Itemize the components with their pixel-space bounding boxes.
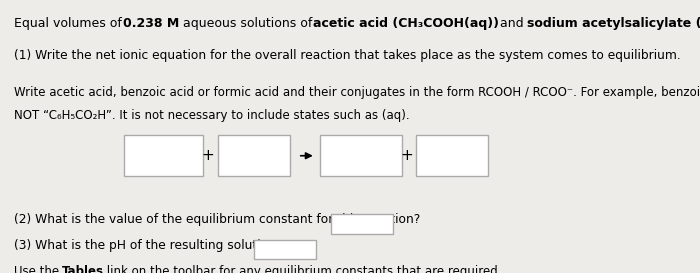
- Text: Equal volumes of: Equal volumes of: [14, 17, 126, 30]
- Text: Write acetic acid, benzoic acid or formic acid and their conjugates in the form : Write acetic acid, benzoic acid or formi…: [14, 86, 700, 99]
- Text: sodium acetylsalicylate (NaC₉H₇O₄): sodium acetylsalicylate (NaC₉H₇O₄): [526, 17, 700, 30]
- FancyBboxPatch shape: [124, 135, 202, 176]
- FancyBboxPatch shape: [416, 135, 488, 176]
- Text: link on the toolbar for any equilibrium constants that are required.: link on the toolbar for any equilibrium …: [103, 265, 501, 273]
- FancyBboxPatch shape: [218, 135, 290, 176]
- Text: 0.238 M: 0.238 M: [123, 17, 180, 30]
- Text: +: +: [400, 148, 412, 163]
- Text: aqueous solutions of: aqueous solutions of: [178, 17, 316, 30]
- FancyBboxPatch shape: [254, 240, 316, 259]
- FancyBboxPatch shape: [320, 135, 402, 176]
- Text: (2) What is the value of the equilibrium constant for this reaction?: (2) What is the value of the equilibrium…: [14, 213, 420, 226]
- Text: Tables: Tables: [62, 265, 104, 273]
- Text: (3) What is the pH of the resulting solution?: (3) What is the pH of the resulting solu…: [14, 239, 282, 252]
- Text: NOT “C₆H₅CO₂H”. It is not necessary to include states such as (aq).: NOT “C₆H₅CO₂H”. It is not necessary to i…: [14, 109, 409, 122]
- Text: Use the: Use the: [14, 265, 63, 273]
- Text: and: and: [496, 17, 527, 30]
- Text: (1) Write the net ionic equation for the overall reaction that takes place as th: (1) Write the net ionic equation for the…: [14, 49, 680, 63]
- Text: +: +: [201, 148, 214, 163]
- Text: acetic acid (CH₃COOH(aq)): acetic acid (CH₃COOH(aq)): [314, 17, 499, 30]
- FancyBboxPatch shape: [331, 214, 393, 233]
